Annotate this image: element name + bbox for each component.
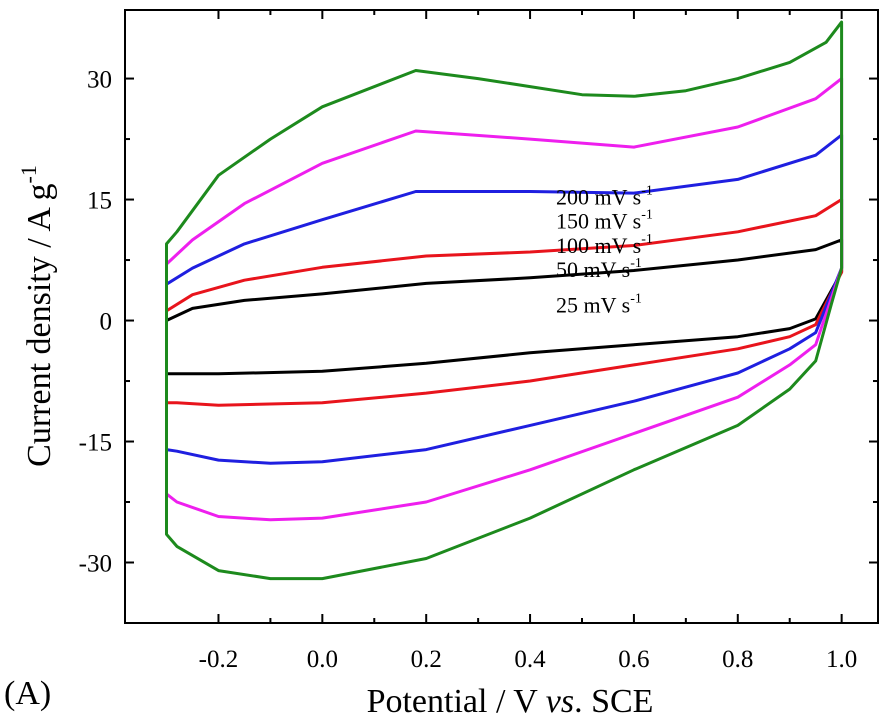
panel-label: (A) <box>4 675 51 712</box>
x-tick-label: -0.2 <box>199 646 239 673</box>
x-tick-label: 0.4 <box>514 646 546 673</box>
y-tick-label: 30 <box>87 67 112 94</box>
series-line-2 <box>165 133 844 465</box>
series-annotation-2: 100 mV s-1 <box>556 232 653 258</box>
series-line-0 <box>165 238 844 376</box>
series-annotation-1: 50 mV s-1 <box>556 256 642 282</box>
series-line-3 <box>165 77 844 522</box>
x-axis-title: Potential / V vs. SCE <box>367 683 654 720</box>
x-tick-label: 1.0 <box>826 646 857 673</box>
x-tick-label: 0.8 <box>722 646 753 673</box>
y-tick-label: 0 <box>100 309 113 336</box>
ticks-layer: -0.2 0.0 0.2 0.4 0.6 0.8 1.0 -30 -15 0 15 30 <box>79 10 878 673</box>
x-tick-label: 0.6 <box>618 646 649 673</box>
series-annotation-4: 200 mV s-1 <box>556 183 653 209</box>
series-line-4 <box>165 20 844 581</box>
series-annotation-0: 25 mV s-1 <box>556 291 642 317</box>
series-layer <box>165 20 844 581</box>
x-tick-label: 0.2 <box>411 646 442 673</box>
series-annotation-3: 150 mV s-1 <box>556 208 653 234</box>
y-tick-label: -30 <box>79 551 112 578</box>
series-line-1 <box>165 198 844 407</box>
plot-frame <box>124 9 879 624</box>
y-axis-title: Current density / A g-1 <box>16 165 58 467</box>
y-tick-label: 15 <box>87 188 112 215</box>
x-tick-label: 0.0 <box>307 646 338 673</box>
y-tick-label: -15 <box>79 430 112 457</box>
